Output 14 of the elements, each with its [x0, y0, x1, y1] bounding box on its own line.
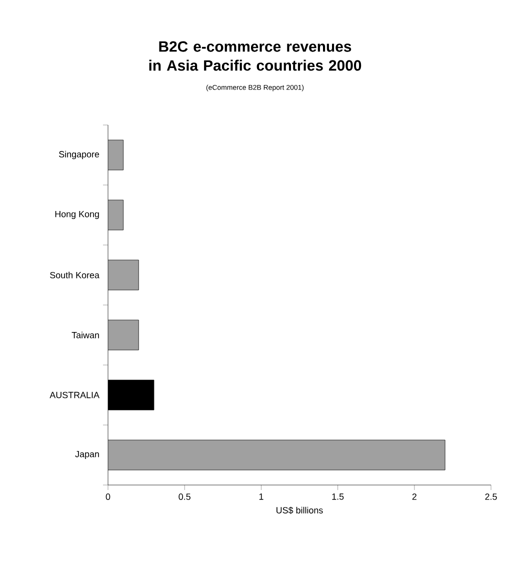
chart-title: B2C e-commerce revenues in Asia Pacific countries 2000	[149, 41, 362, 71]
x-tick-label: 1	[259, 494, 264, 500]
y-tick-label: AUSTRALIA	[50, 392, 100, 398]
x-tick-label: 2.5	[485, 494, 497, 500]
y-tick-label: Taiwan	[72, 332, 99, 338]
x-axis-title: US$ billions	[276, 506, 323, 514]
y-tick-label: Japan	[75, 450, 99, 460]
x-tick-label: 1.5	[332, 494, 344, 500]
y-tick-label: Singapore	[59, 150, 100, 160]
y-tick-label: South Korea	[50, 272, 100, 278]
x-tick-label: 0.5	[178, 494, 190, 500]
y-tick-label: Hong Kong	[55, 210, 99, 220]
x-tick-label: 2	[412, 494, 416, 500]
x-tick-label: 0	[106, 494, 110, 500]
